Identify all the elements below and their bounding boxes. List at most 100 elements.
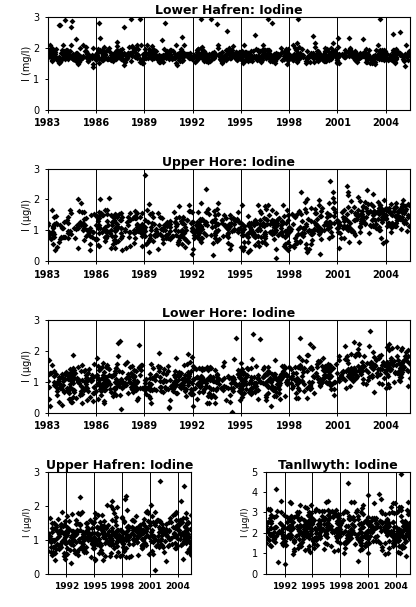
Point <box>53 379 60 388</box>
Point <box>63 47 69 57</box>
Point <box>237 223 243 232</box>
Point <box>111 236 118 246</box>
Point <box>105 376 111 386</box>
Point <box>350 497 357 507</box>
Point <box>384 358 391 367</box>
Point <box>377 516 384 526</box>
Point <box>66 374 73 384</box>
Point <box>133 511 139 521</box>
Point <box>116 49 123 58</box>
Point <box>149 52 156 61</box>
Point <box>92 52 99 61</box>
Point <box>400 361 406 371</box>
Point <box>313 225 320 235</box>
Point <box>363 51 369 61</box>
Point <box>208 222 215 231</box>
Point <box>236 47 243 57</box>
Point <box>324 53 331 63</box>
Point <box>219 215 225 225</box>
Point <box>381 373 388 383</box>
Point <box>64 218 71 228</box>
Point <box>238 48 245 58</box>
Point <box>123 380 129 390</box>
Point <box>266 49 273 58</box>
Point <box>170 46 177 56</box>
Point <box>401 362 408 372</box>
Point <box>297 527 304 537</box>
Point <box>156 52 162 61</box>
Point <box>50 518 57 527</box>
Point <box>324 218 331 228</box>
Point <box>241 221 248 231</box>
Point <box>172 366 178 376</box>
Point <box>227 50 234 60</box>
Point <box>134 395 140 404</box>
Point <box>342 48 349 58</box>
Point <box>292 531 299 541</box>
Point <box>127 49 134 58</box>
Point <box>117 525 124 535</box>
Point <box>402 206 409 215</box>
Point <box>89 534 96 543</box>
Point <box>320 53 327 63</box>
Point <box>295 393 302 403</box>
Point <box>150 373 157 382</box>
Point <box>203 374 210 384</box>
Point <box>175 50 182 60</box>
Point <box>267 56 274 66</box>
Point <box>163 49 169 59</box>
Point <box>156 382 163 392</box>
Point <box>383 357 390 367</box>
Point <box>308 377 315 387</box>
Point <box>384 515 390 525</box>
Point <box>131 381 138 391</box>
Point <box>235 47 242 56</box>
Point <box>384 49 390 59</box>
Point <box>214 370 221 380</box>
Point <box>180 527 187 537</box>
Point <box>243 52 249 62</box>
Point <box>346 50 353 60</box>
Point <box>399 540 406 549</box>
Point <box>315 56 322 66</box>
Point <box>234 49 241 59</box>
Point <box>133 367 139 376</box>
Point <box>109 524 116 534</box>
Point <box>265 388 272 398</box>
Point <box>178 50 184 60</box>
Point <box>376 225 383 234</box>
Point <box>54 386 60 396</box>
Point <box>209 48 216 58</box>
Point <box>377 14 384 24</box>
Point <box>249 387 256 397</box>
Point <box>327 361 334 370</box>
Point <box>235 386 242 396</box>
Point <box>160 523 166 532</box>
Point <box>365 517 372 527</box>
Point <box>311 515 318 524</box>
Point <box>97 194 104 203</box>
Point <box>198 232 205 242</box>
Point <box>131 516 137 526</box>
Point <box>265 45 271 55</box>
Point <box>245 228 251 238</box>
Point <box>399 356 406 366</box>
Point <box>143 48 149 58</box>
Point <box>83 542 89 552</box>
Point <box>287 530 294 540</box>
Point <box>295 375 301 385</box>
Point <box>317 520 323 529</box>
Point <box>401 208 407 217</box>
Point <box>351 228 357 237</box>
Point <box>351 52 357 62</box>
Point <box>186 537 193 546</box>
Point <box>181 537 187 546</box>
Point <box>80 225 87 234</box>
Point <box>248 218 254 228</box>
Point <box>349 52 356 62</box>
Point <box>68 384 75 394</box>
Point <box>83 49 90 59</box>
Point <box>261 378 268 388</box>
Point <box>260 49 267 59</box>
Point <box>206 382 213 392</box>
